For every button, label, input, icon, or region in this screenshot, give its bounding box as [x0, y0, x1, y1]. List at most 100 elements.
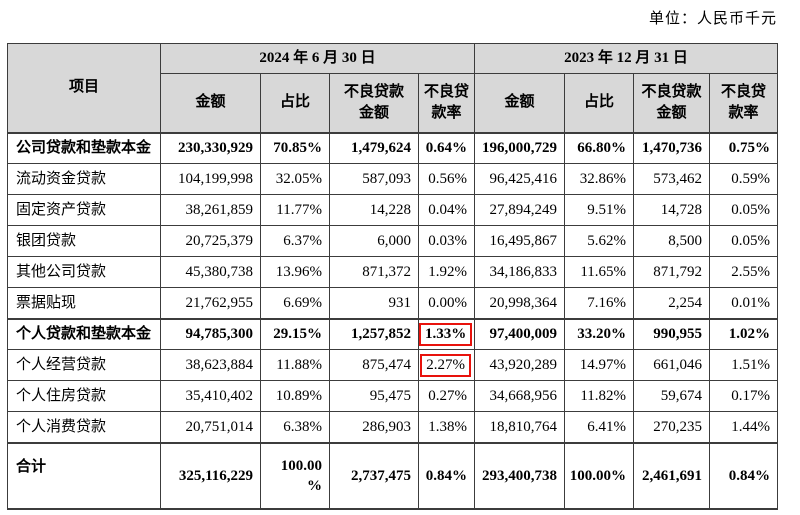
cell-value: 270,235 — [633, 411, 711, 443]
table-row: 公司贷款和垫款本金 230,330,929 70.85% 1,479,624 0.64%… — [7, 131, 779, 164]
table-row: 个人经营贷款 38,623,884 11.88% 875,474 2.27% 43,920… — [7, 349, 779, 381]
cell-value: 587,093 — [329, 163, 419, 195]
col-header-npl-amount-2024: 不良贷款 金额 — [329, 73, 419, 134]
cell-value: 9.51% — [564, 194, 635, 226]
cell-value: 2,254 — [633, 287, 711, 319]
cell-value: 1,470,736 — [633, 131, 711, 164]
cell-value: 0.17% — [709, 380, 779, 412]
cell-value: 931 — [329, 287, 419, 319]
cell-value: 661,046 — [633, 349, 711, 381]
table-row: 票据贴现 21,762,955 6.69% 931 0.00% 20,998,364 7.1… — [7, 287, 779, 319]
row-label: 个人贷款和垫款本金 — [7, 317, 161, 350]
cell-value: 20,751,014 — [160, 411, 261, 443]
cell-value: 875,474 — [329, 349, 419, 381]
cell-value: 230,330,929 — [160, 131, 261, 164]
row-label: 流动资金贷款 — [7, 163, 161, 195]
col-header-npl-amount-2023: 不良贷款 金额 — [633, 73, 711, 134]
table-header: 项目 2024 年 6 月 30 日 2023 年 12 月 31 日 金额 占… — [7, 43, 779, 134]
cell-value: 1.38% — [417, 411, 476, 443]
row-label: 个人经营贷款 — [7, 349, 161, 381]
table-row: 银团贷款 20,725,379 6.37% 6,000 0.03% 16,495,867 5… — [7, 225, 779, 257]
cell-value: 27,894,249 — [474, 194, 566, 226]
cell-value: 34,668,956 — [474, 380, 566, 412]
period-header-2023: 2023 年 12 月 31 日 — [474, 43, 779, 74]
cell-value: 2.55% — [709, 256, 779, 288]
cell-value: 573,462 — [633, 163, 711, 195]
cell-value: 14.97% — [564, 349, 635, 381]
cell-value: 10.89% — [260, 380, 330, 412]
cell-value: 29.15% — [260, 317, 330, 350]
cell-value: 1.44% — [709, 411, 779, 443]
cell-value: 100.00% — [564, 441, 635, 510]
cell-value: 32.05% — [260, 163, 330, 195]
cell-value: 990,955 — [633, 317, 711, 350]
cell-value: 6.38% — [260, 411, 330, 443]
cell-value: 8,500 — [633, 225, 711, 257]
cell-value: 0.75% — [709, 131, 779, 164]
table-row: 个人消费贷款 20,751,014 6.38% 286,903 1.38% 18,810,… — [7, 411, 779, 443]
cell-value: 0.56% — [417, 163, 476, 195]
table-row: 流动资金贷款 104,199,998 32.05% 587,093 0.56% 96,42… — [7, 163, 779, 195]
cell-value: 94,785,300 — [160, 317, 261, 350]
item-column-header: 项目 — [7, 43, 161, 134]
cell-value: 11.82% — [564, 380, 635, 412]
table-row: 其他公司贷款 45,380,738 13.96% 871,372 1.92% 34,186… — [7, 256, 779, 288]
cell-value: 7.16% — [564, 287, 635, 319]
cell-value: 18,810,764 — [474, 411, 566, 443]
cell-value: 2,461,691 — [633, 441, 711, 510]
row-label: 固定资产贷款 — [7, 194, 161, 226]
cell-value: 0.27% — [417, 380, 476, 412]
cell-value: 11.77% — [260, 194, 330, 226]
cell-value: 1,257,852 — [329, 317, 419, 350]
cell-value: 20,998,364 — [474, 287, 566, 319]
cell-value: 325,116,229 — [160, 441, 261, 510]
cell-value: 35,410,402 — [160, 380, 261, 412]
cell-value: 2,737,475 — [329, 441, 419, 510]
cell-value: 100.00 % — [260, 441, 330, 510]
highlight-box: 1.33% — [419, 322, 473, 346]
cell-value: 104,199,998 — [160, 163, 261, 195]
cell-value: 6.41% — [564, 411, 635, 443]
cell-value: 1.51% — [709, 349, 779, 381]
period-header-2024: 2024 年 6 月 30 日 — [159, 43, 476, 74]
row-label: 票据贴现 — [7, 287, 161, 319]
cell-value: 0.05% — [709, 225, 779, 257]
cell-value: 0.64% — [417, 131, 476, 164]
cell-value: 6,000 — [329, 225, 419, 257]
cell-value: 11.65% — [564, 256, 635, 288]
cell-value: 14,728 — [633, 194, 711, 226]
cell-value: 97,400,009 — [474, 317, 566, 350]
cell-value: 1.02% — [709, 317, 779, 350]
cell-value: 1,479,624 — [329, 131, 419, 164]
cell-value: 16,495,867 — [474, 225, 566, 257]
cell-value: 45,380,738 — [160, 256, 261, 288]
cell-value: 0.01% — [709, 287, 779, 319]
cell-value: 0.84% — [417, 441, 476, 510]
period-header-row: 项目 2024 年 6 月 30 日 2023 年 12 月 31 日 — [7, 43, 779, 134]
highlight-box: 2.27% — [420, 353, 472, 377]
cell-value: 2.27% — [417, 349, 476, 381]
cell-value: 70.85% — [260, 131, 330, 164]
cell-value: 0.04% — [417, 194, 476, 226]
cell-value: 0.84% — [709, 441, 779, 510]
table-row: 固定资产贷款 38,261,859 11.77% 14,228 0.04% 27,894,… — [7, 194, 779, 226]
table-row: 个人住房贷款 35,410,402 10.89% 95,475 0.27% 34,668,… — [7, 380, 779, 412]
row-label: 其他公司贷款 — [7, 256, 161, 288]
table-row: 合计 325,116,229 100.00 % 2,737,475 0.84% 293,4… — [7, 441, 779, 510]
cell-value: 0.59% — [709, 163, 779, 195]
cell-value: 14,228 — [329, 194, 419, 226]
cell-value: 6.37% — [260, 225, 330, 257]
cell-value: 11.88% — [260, 349, 330, 381]
cell-value: 34,186,833 — [474, 256, 566, 288]
cell-value: 20,725,379 — [160, 225, 261, 257]
cell-value: 95,475 — [329, 380, 419, 412]
cell-value: 0.03% — [417, 225, 476, 257]
table-body: 公司贷款和垫款本金 230,330,929 70.85% 1,479,624 0.64%… — [7, 131, 779, 510]
col-header-npl-ratio-2023: 不良贷 款率 — [709, 73, 779, 134]
col-header-ratio-2024: 占比 — [260, 73, 330, 134]
row-label: 个人消费贷款 — [7, 411, 161, 443]
cell-value: 13.96% — [260, 256, 330, 288]
col-header-ratio-2023: 占比 — [564, 73, 635, 134]
cell-value: 38,261,859 — [160, 194, 261, 226]
cell-value: 32.86% — [564, 163, 635, 195]
